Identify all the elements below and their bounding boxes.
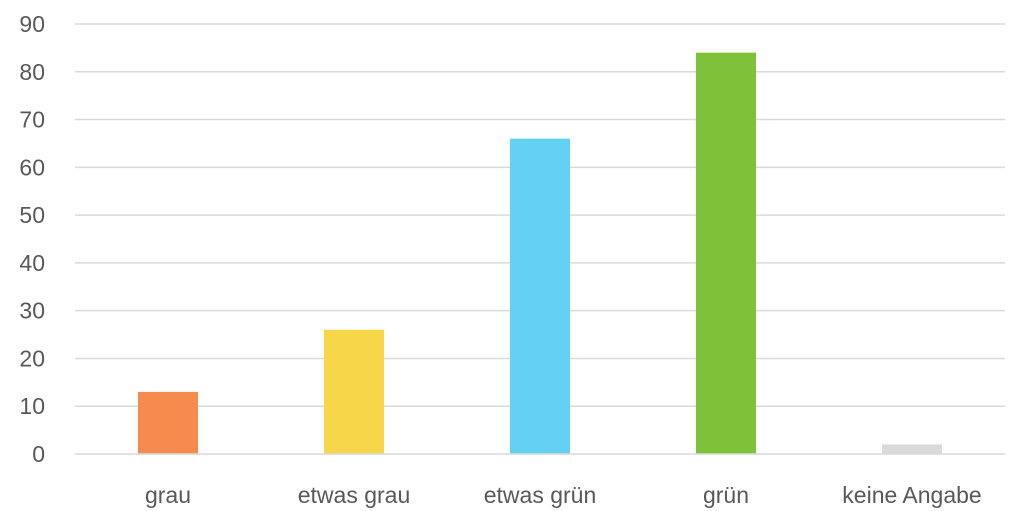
y-tick-label: 50 bbox=[19, 202, 45, 228]
y-tick-label: 60 bbox=[19, 154, 45, 180]
y-tick-label: 90 bbox=[19, 11, 45, 37]
bars bbox=[138, 52, 942, 455]
y-tick-label: 80 bbox=[19, 59, 45, 85]
bar-etwas-grau bbox=[324, 329, 384, 454]
x-category-label: etwas grün bbox=[484, 482, 597, 508]
y-tick-label: 30 bbox=[19, 298, 45, 324]
bar-etwas-grün bbox=[510, 138, 570, 454]
x-category-label: grau bbox=[145, 482, 191, 508]
y-tick-label: 10 bbox=[19, 393, 45, 419]
y-axis-tick-labels: 0 10 20 30 40 50 60 70 80 90 bbox=[19, 11, 45, 467]
y-tick-label: 0 bbox=[32, 441, 45, 467]
x-category-label: etwas grau bbox=[298, 482, 411, 508]
y-tick-label: 40 bbox=[19, 250, 45, 276]
y-tick-label: 20 bbox=[19, 345, 45, 371]
bar-grau bbox=[138, 391, 198, 454]
bar-keine-angabe bbox=[882, 444, 942, 454]
x-category-label: grün bbox=[703, 482, 749, 508]
x-axis-category-labels: grau etwas grau etwas grün grün keine Angabe bbox=[145, 482, 982, 508]
bar-grün bbox=[696, 52, 756, 455]
x-category-label: keine Angabe bbox=[842, 482, 981, 508]
y-tick-label: 70 bbox=[19, 107, 45, 133]
